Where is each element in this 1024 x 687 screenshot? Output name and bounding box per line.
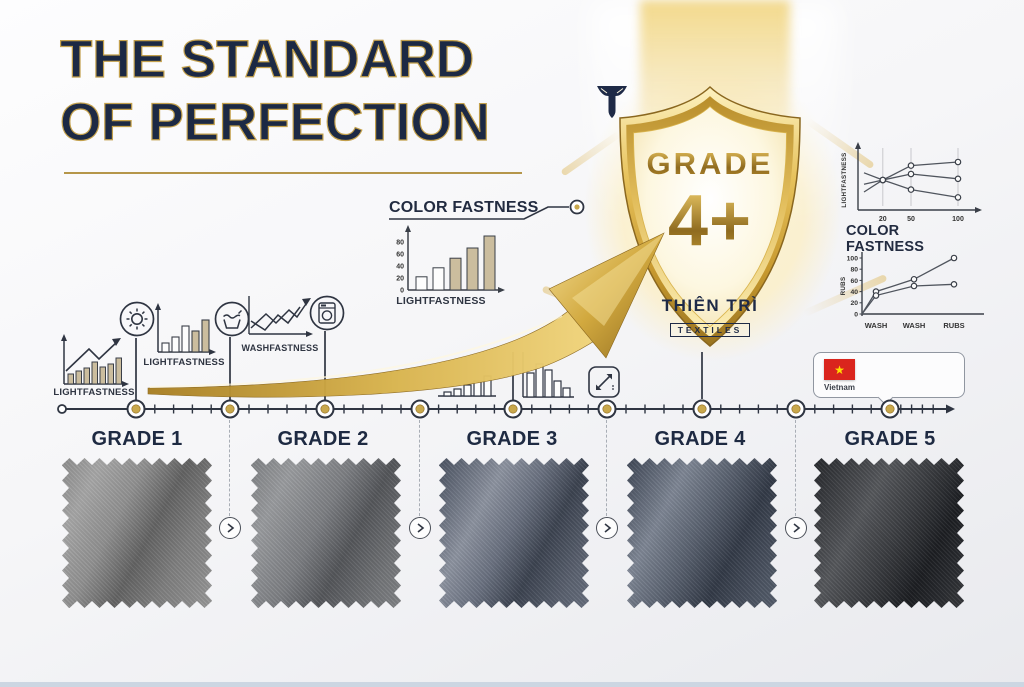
separator-dashed bbox=[795, 420, 796, 516]
next-chevron-icon bbox=[596, 517, 618, 539]
mini-histogram-icon bbox=[522, 352, 574, 398]
grade-1-label: GRADE 1 bbox=[91, 428, 183, 450]
callout-connector-line bbox=[389, 199, 585, 220]
svg-text:40: 40 bbox=[396, 264, 404, 271]
grade-shield-badge: GRADE 4+ THIÊN TRÌ TEXTILES bbox=[597, 84, 808, 354]
next-chevron-icon bbox=[219, 517, 241, 539]
country-callout: ★ Vietnam bbox=[813, 352, 965, 406]
lightfastness-icon-label: LIGHTFASTNESS bbox=[143, 357, 225, 368]
svg-text:WASH: WASH bbox=[903, 321, 926, 330]
fabric-swatch-grade-3 bbox=[439, 458, 589, 608]
fabric-texture bbox=[62, 458, 212, 608]
grade-3-label: GRADE 3 bbox=[466, 428, 558, 450]
shield-icon bbox=[619, 85, 801, 347]
grade-value: 4+ bbox=[612, 180, 808, 262]
connector-line bbox=[701, 352, 703, 399]
flag-star: ★ bbox=[834, 362, 845, 377]
fabric-texture bbox=[627, 458, 777, 608]
bar-chart-xlabel: LIGHTFASTNESS bbox=[396, 295, 486, 307]
separator-dashed bbox=[419, 420, 420, 516]
connector-line bbox=[135, 338, 137, 401]
bar-chart-icon bbox=[155, 303, 216, 355]
svg-text:20: 20 bbox=[396, 276, 404, 283]
svg-text:0: 0 bbox=[854, 311, 858, 318]
next-chevron-icon bbox=[409, 517, 431, 539]
svg-text:80: 80 bbox=[396, 240, 404, 247]
grade-4-label: GRADE 4 bbox=[654, 428, 746, 450]
svg-text:20: 20 bbox=[879, 216, 887, 223]
svg-text:40: 40 bbox=[850, 289, 858, 296]
color-fastness-callout-label: COLOR FASTNESS bbox=[389, 199, 539, 216]
svg-text:50: 50 bbox=[907, 216, 915, 223]
svg-text:60: 60 bbox=[850, 278, 858, 285]
separator-dashed bbox=[229, 420, 230, 516]
brand-sub-wrap: TEXTILES bbox=[612, 320, 808, 338]
country-name: Vietnam bbox=[824, 383, 855, 392]
fabric-texture bbox=[439, 458, 589, 608]
connector-line bbox=[229, 337, 231, 401]
colorfastness-line-chart: 0 20 40 60 80 100 WASH WASH RUBS RUBS bbox=[840, 252, 984, 330]
connector-line bbox=[324, 331, 326, 401]
lightfastness-icon-label: LIGHTFASTNESS bbox=[53, 387, 135, 398]
color-fastness-chart-title: COLOR FASTNESS bbox=[846, 223, 925, 255]
fabric-swatch-grade-5 bbox=[814, 458, 964, 608]
washing-machine-icon bbox=[309, 295, 345, 331]
title-line-2: OF PERFECTION bbox=[59, 92, 490, 152]
svg-text:80: 80 bbox=[850, 267, 858, 274]
svg-text:60: 60 bbox=[396, 252, 404, 259]
fabric-texture bbox=[814, 458, 964, 608]
svg-text:WASH: WASH bbox=[865, 321, 888, 330]
brand-logo-icon bbox=[597, 86, 627, 118]
grade-2-label: GRADE 2 bbox=[277, 428, 369, 450]
separator-dashed bbox=[606, 420, 607, 516]
svg-text:100: 100 bbox=[847, 255, 859, 262]
washfastness-icon-label: WASHFASTNESS bbox=[241, 343, 319, 353]
grade-label: GRADE bbox=[612, 146, 808, 182]
bar-chart-trend-icon bbox=[61, 334, 129, 387]
zigzag-trend-icon bbox=[248, 296, 313, 337]
svg-text:100: 100 bbox=[952, 216, 964, 223]
svg-text:RUBS: RUBS bbox=[840, 277, 847, 296]
svg-text:20: 20 bbox=[850, 300, 858, 307]
fabric-texture bbox=[251, 458, 401, 608]
vietnam-flag-icon: ★ bbox=[824, 359, 855, 380]
fabric-swatch-grade-1 bbox=[62, 458, 212, 608]
svg-text:RUBS: RUBS bbox=[943, 321, 964, 330]
connector-line bbox=[512, 352, 514, 401]
title-underline bbox=[64, 172, 522, 174]
page-title: THE STANDARD OF PERFECTION bbox=[59, 28, 490, 154]
lightfastness-bar-chart: 0 20 40 60 80 bbox=[396, 225, 505, 295]
grade-5-label: GRADE 5 bbox=[844, 428, 936, 450]
title-line-1: THE STANDARD bbox=[59, 29, 475, 89]
next-chevron-icon bbox=[785, 517, 807, 539]
lightfastness-line-chart: 20 50 100 LIGHTFASTNESS bbox=[841, 142, 982, 223]
brand-sub: TEXTILES bbox=[669, 323, 751, 337]
bottom-edge-strip bbox=[0, 682, 1024, 687]
brand-name: THIÊN TRÌ bbox=[661, 296, 759, 315]
fabric-swatch-grade-4 bbox=[627, 458, 777, 608]
fabric-swatch-grade-2 bbox=[251, 458, 401, 608]
svg-text:0: 0 bbox=[400, 288, 404, 295]
svg-text:LIGHTFASTNESS: LIGHTFASTNESS bbox=[841, 152, 848, 207]
